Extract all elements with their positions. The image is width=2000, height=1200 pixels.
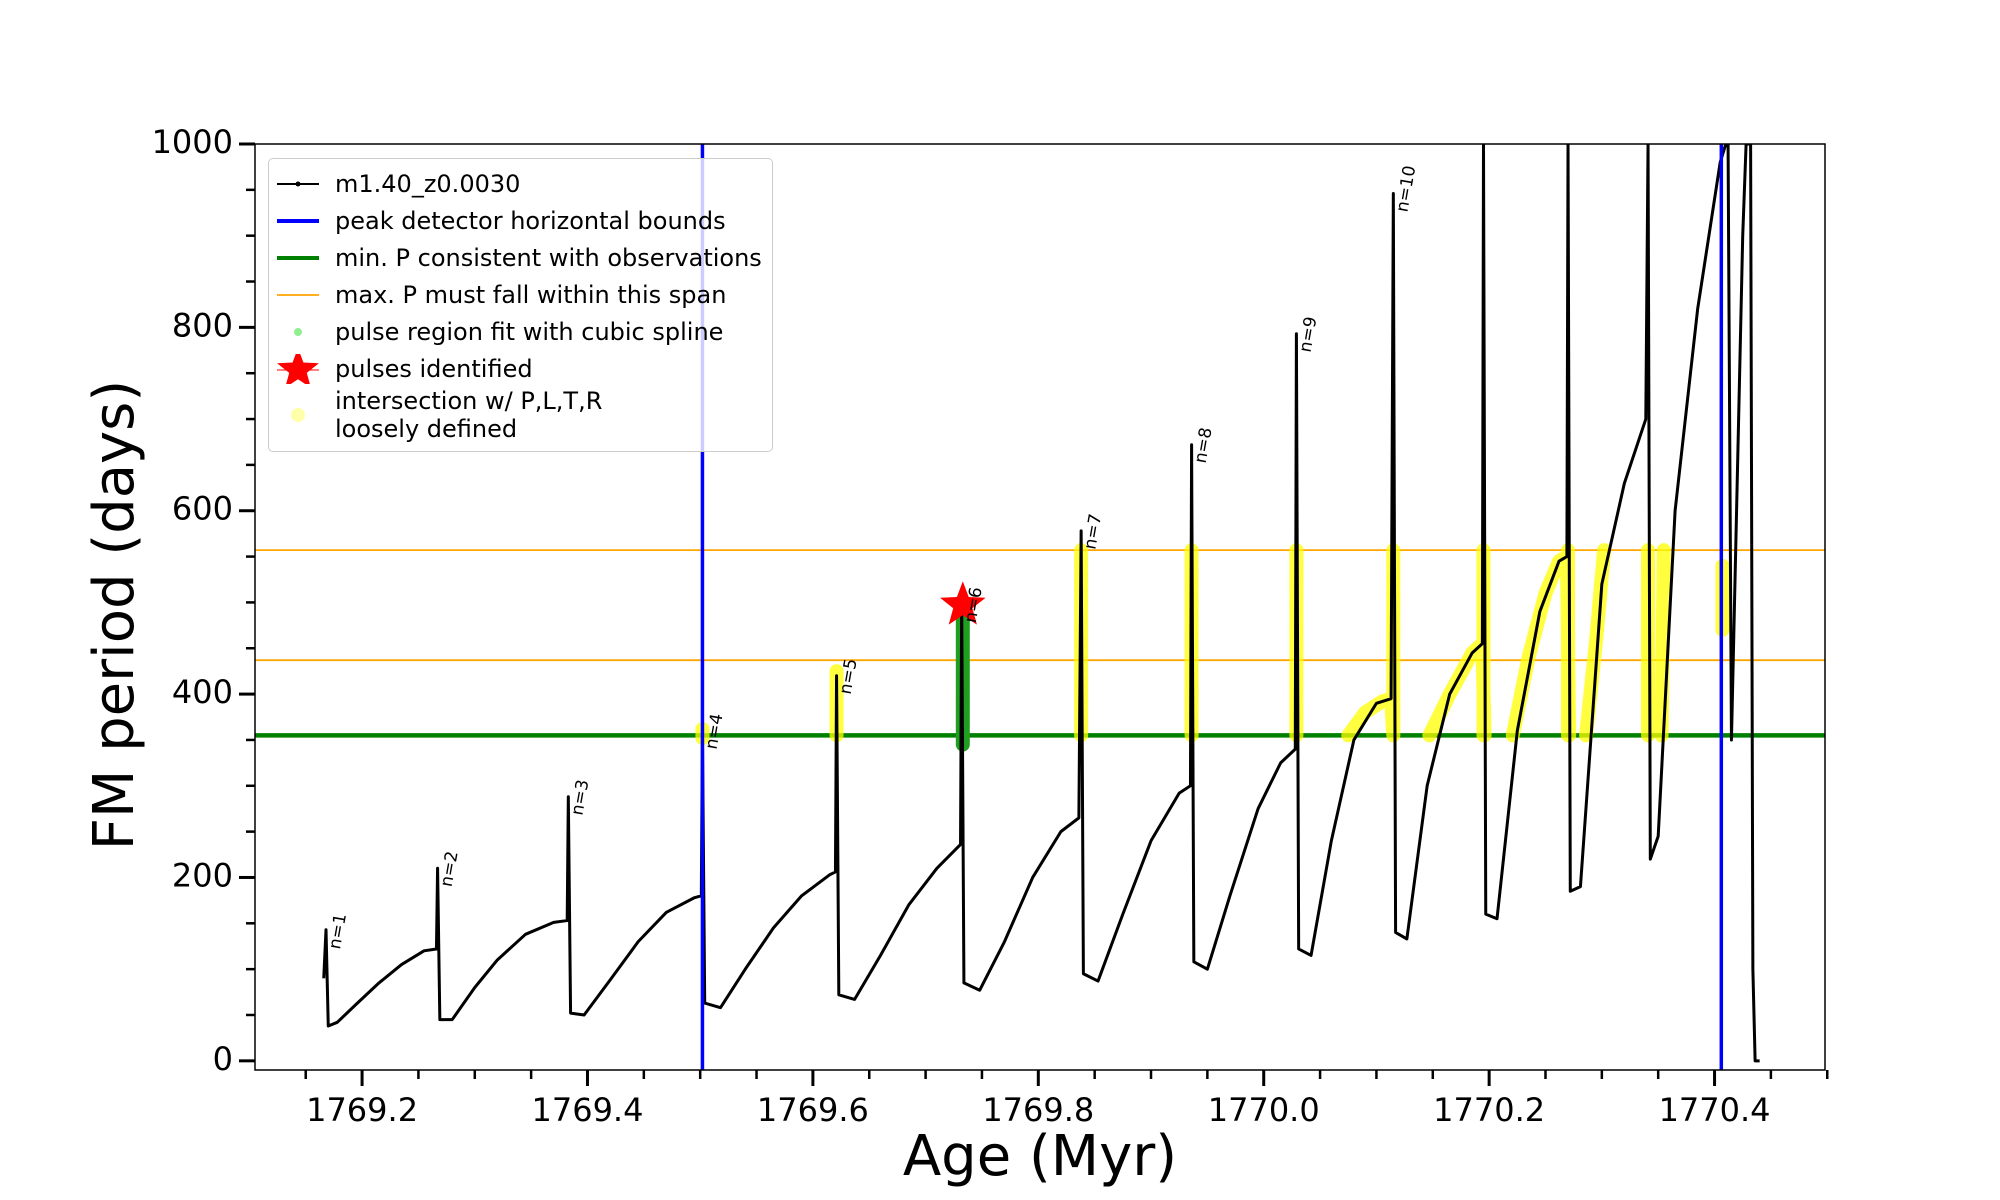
legend-icon	[277, 218, 319, 223]
x-axis-label: Age (Myr)	[903, 1124, 1177, 1189]
annotation: n=1	[325, 912, 351, 951]
x-tick-label: 1769.4	[531, 1091, 643, 1129]
annotation: n=9	[1296, 315, 1322, 354]
x-tick-label: 1769.2	[306, 1091, 418, 1129]
x-tick-label: 1770.0	[1208, 1091, 1320, 1129]
star-marker	[940, 581, 986, 625]
y-axis-label: FM period (days)	[82, 380, 147, 850]
annotation: n=7	[1080, 512, 1106, 551]
legend-icon	[294, 327, 302, 336]
legend-entry: m1.40_z0.0030	[275, 165, 762, 202]
y-tick-label: 200	[172, 856, 233, 894]
axes-frame	[254, 143, 1826, 1071]
legend-icon	[277, 293, 319, 296]
legend-label: max. P must fall within this span	[335, 280, 727, 309]
annotation: n=3	[567, 778, 593, 817]
annotation: n=8	[1191, 426, 1217, 465]
legend-entry: max. P must fall within this span	[275, 276, 762, 313]
annotation: n=10	[1393, 164, 1421, 213]
annotation: n=4	[702, 712, 728, 751]
legend-entry: intersection w/ P,L,T,R loosely defined	[275, 387, 762, 443]
legend-icon	[291, 408, 305, 422]
legend-entry: pulse region fit with cubic spline	[275, 313, 762, 350]
y-tick-label: 400	[172, 673, 233, 711]
x-tick-label: 1770.4	[1659, 1091, 1771, 1129]
annotation: n=5	[836, 657, 862, 696]
y-tick-label: 1000	[152, 123, 233, 161]
legend-icon	[277, 255, 319, 260]
legend-entry: min. P consistent with observations	[275, 239, 762, 276]
legend-entry: pulses identified	[275, 350, 762, 387]
annotation: n=2	[437, 850, 463, 889]
y-tick-label: 800	[172, 306, 233, 344]
plot-area	[255, 144, 1825, 1070]
legend-icon	[277, 353, 319, 384]
legend-icon	[277, 181, 319, 186]
y-tick-label: 0	[213, 1040, 233, 1078]
legend-entry: peak detector horizontal bounds	[275, 202, 762, 239]
data-line	[322, 144, 1760, 1063]
legend-label: pulses identified	[335, 354, 533, 383]
x-tick-label: 1770.2	[1433, 1091, 1545, 1129]
y-tick-label: 600	[172, 490, 233, 528]
legend-label: m1.40_z0.0030	[335, 169, 521, 198]
legend-label: peak detector horizontal bounds	[335, 206, 726, 235]
legend-label: min. P consistent with observations	[335, 243, 762, 272]
legend-label: pulse region fit with cubic spline	[335, 317, 724, 346]
x-tick-label: 1769.6	[757, 1091, 869, 1129]
legend-label: intersection w/ P,L,T,R loosely defined	[335, 387, 603, 443]
x-tick-label: 1769.8	[982, 1091, 1094, 1129]
